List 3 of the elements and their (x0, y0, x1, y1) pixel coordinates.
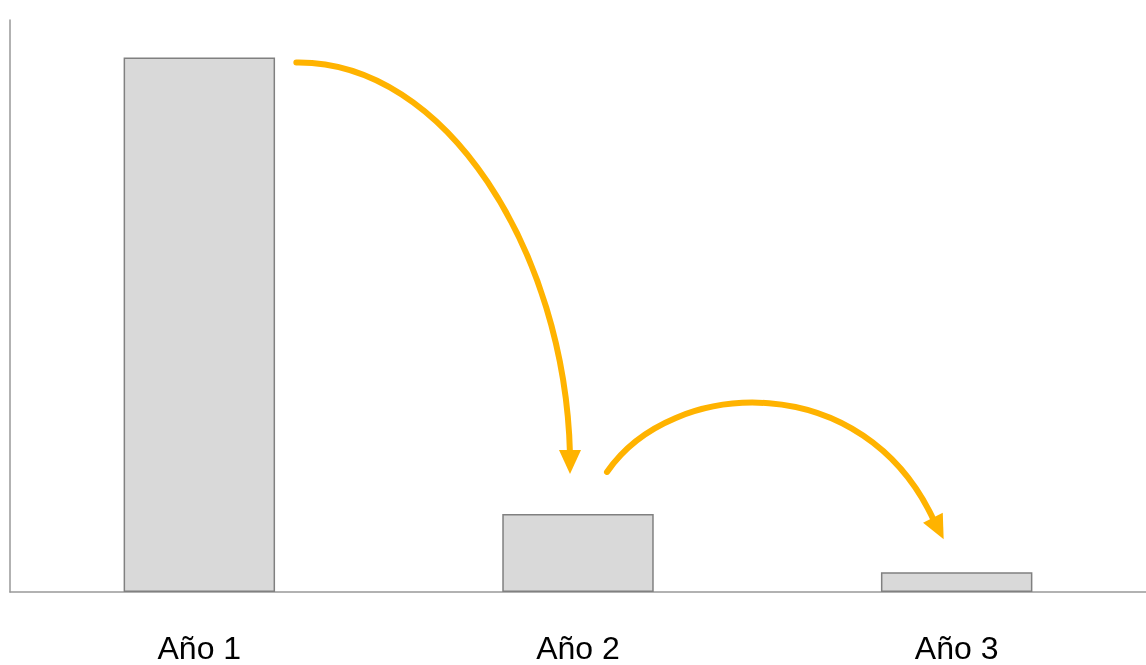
x-tick-label: Año 3 (914, 630, 999, 665)
x-tick-label: Año 1 (157, 630, 242, 665)
x-tick-label: Año 2 (536, 630, 620, 665)
